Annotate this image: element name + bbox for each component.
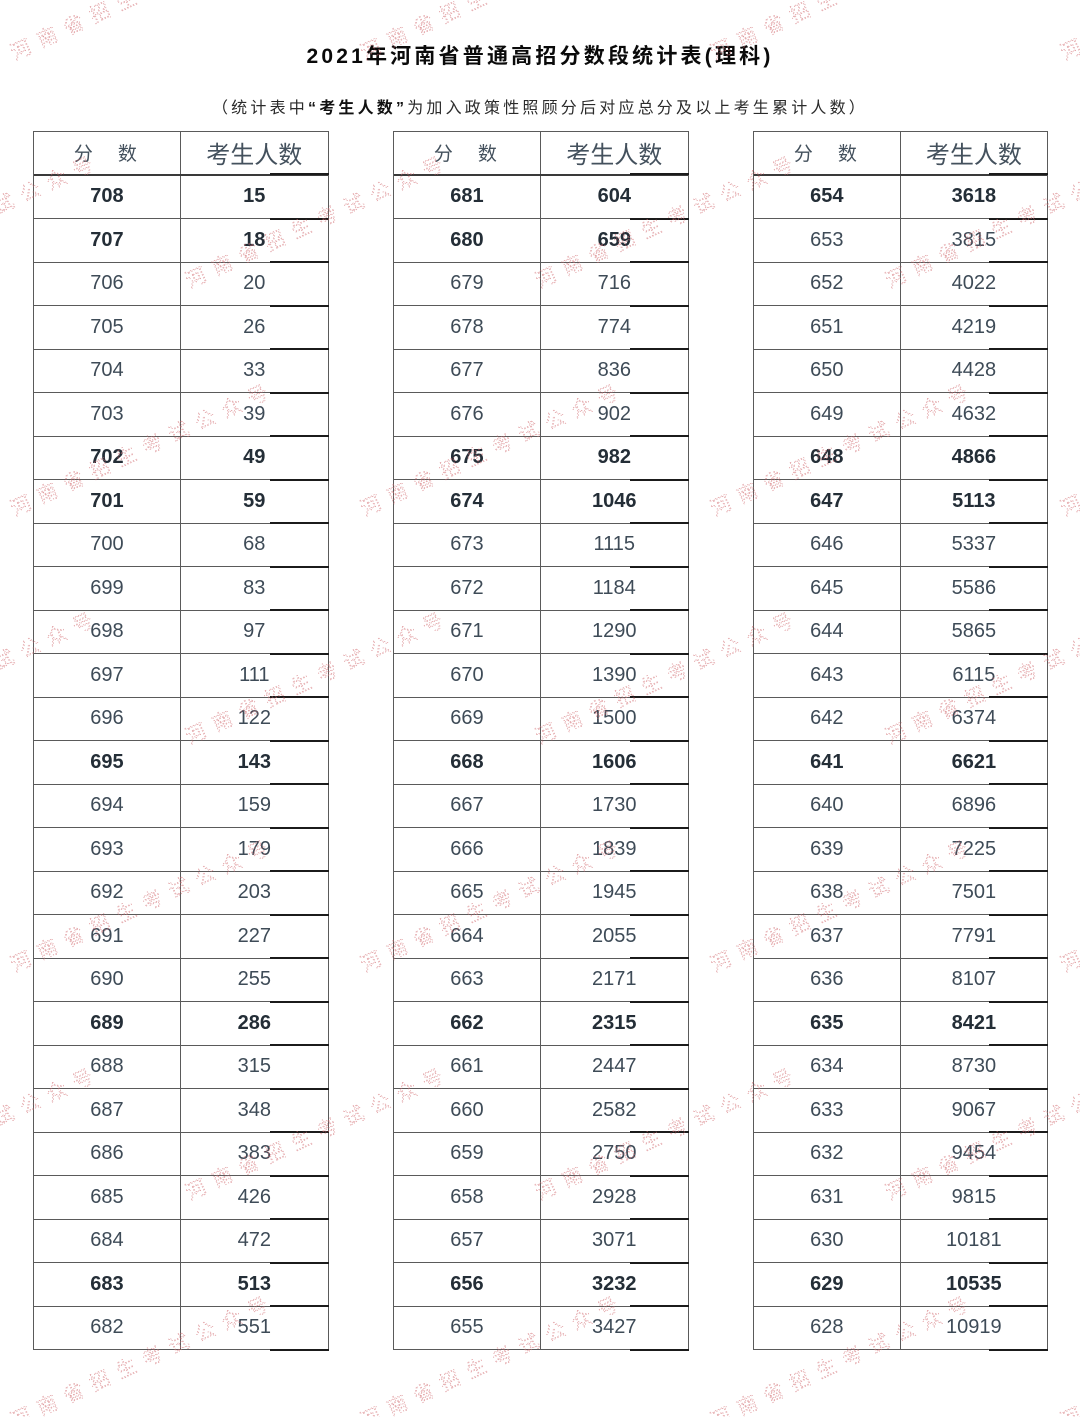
svg-text:河南省招生考试公众号: 河南省招生考试公众号 bbox=[1055, 1285, 1080, 1417]
svg-text:河南省招生考试公众号: 河南省招生考试公众号 bbox=[1055, 829, 1080, 978]
svg-text:河南省招生考试公众号: 河南省招生考试公众号 bbox=[1055, 373, 1080, 522]
